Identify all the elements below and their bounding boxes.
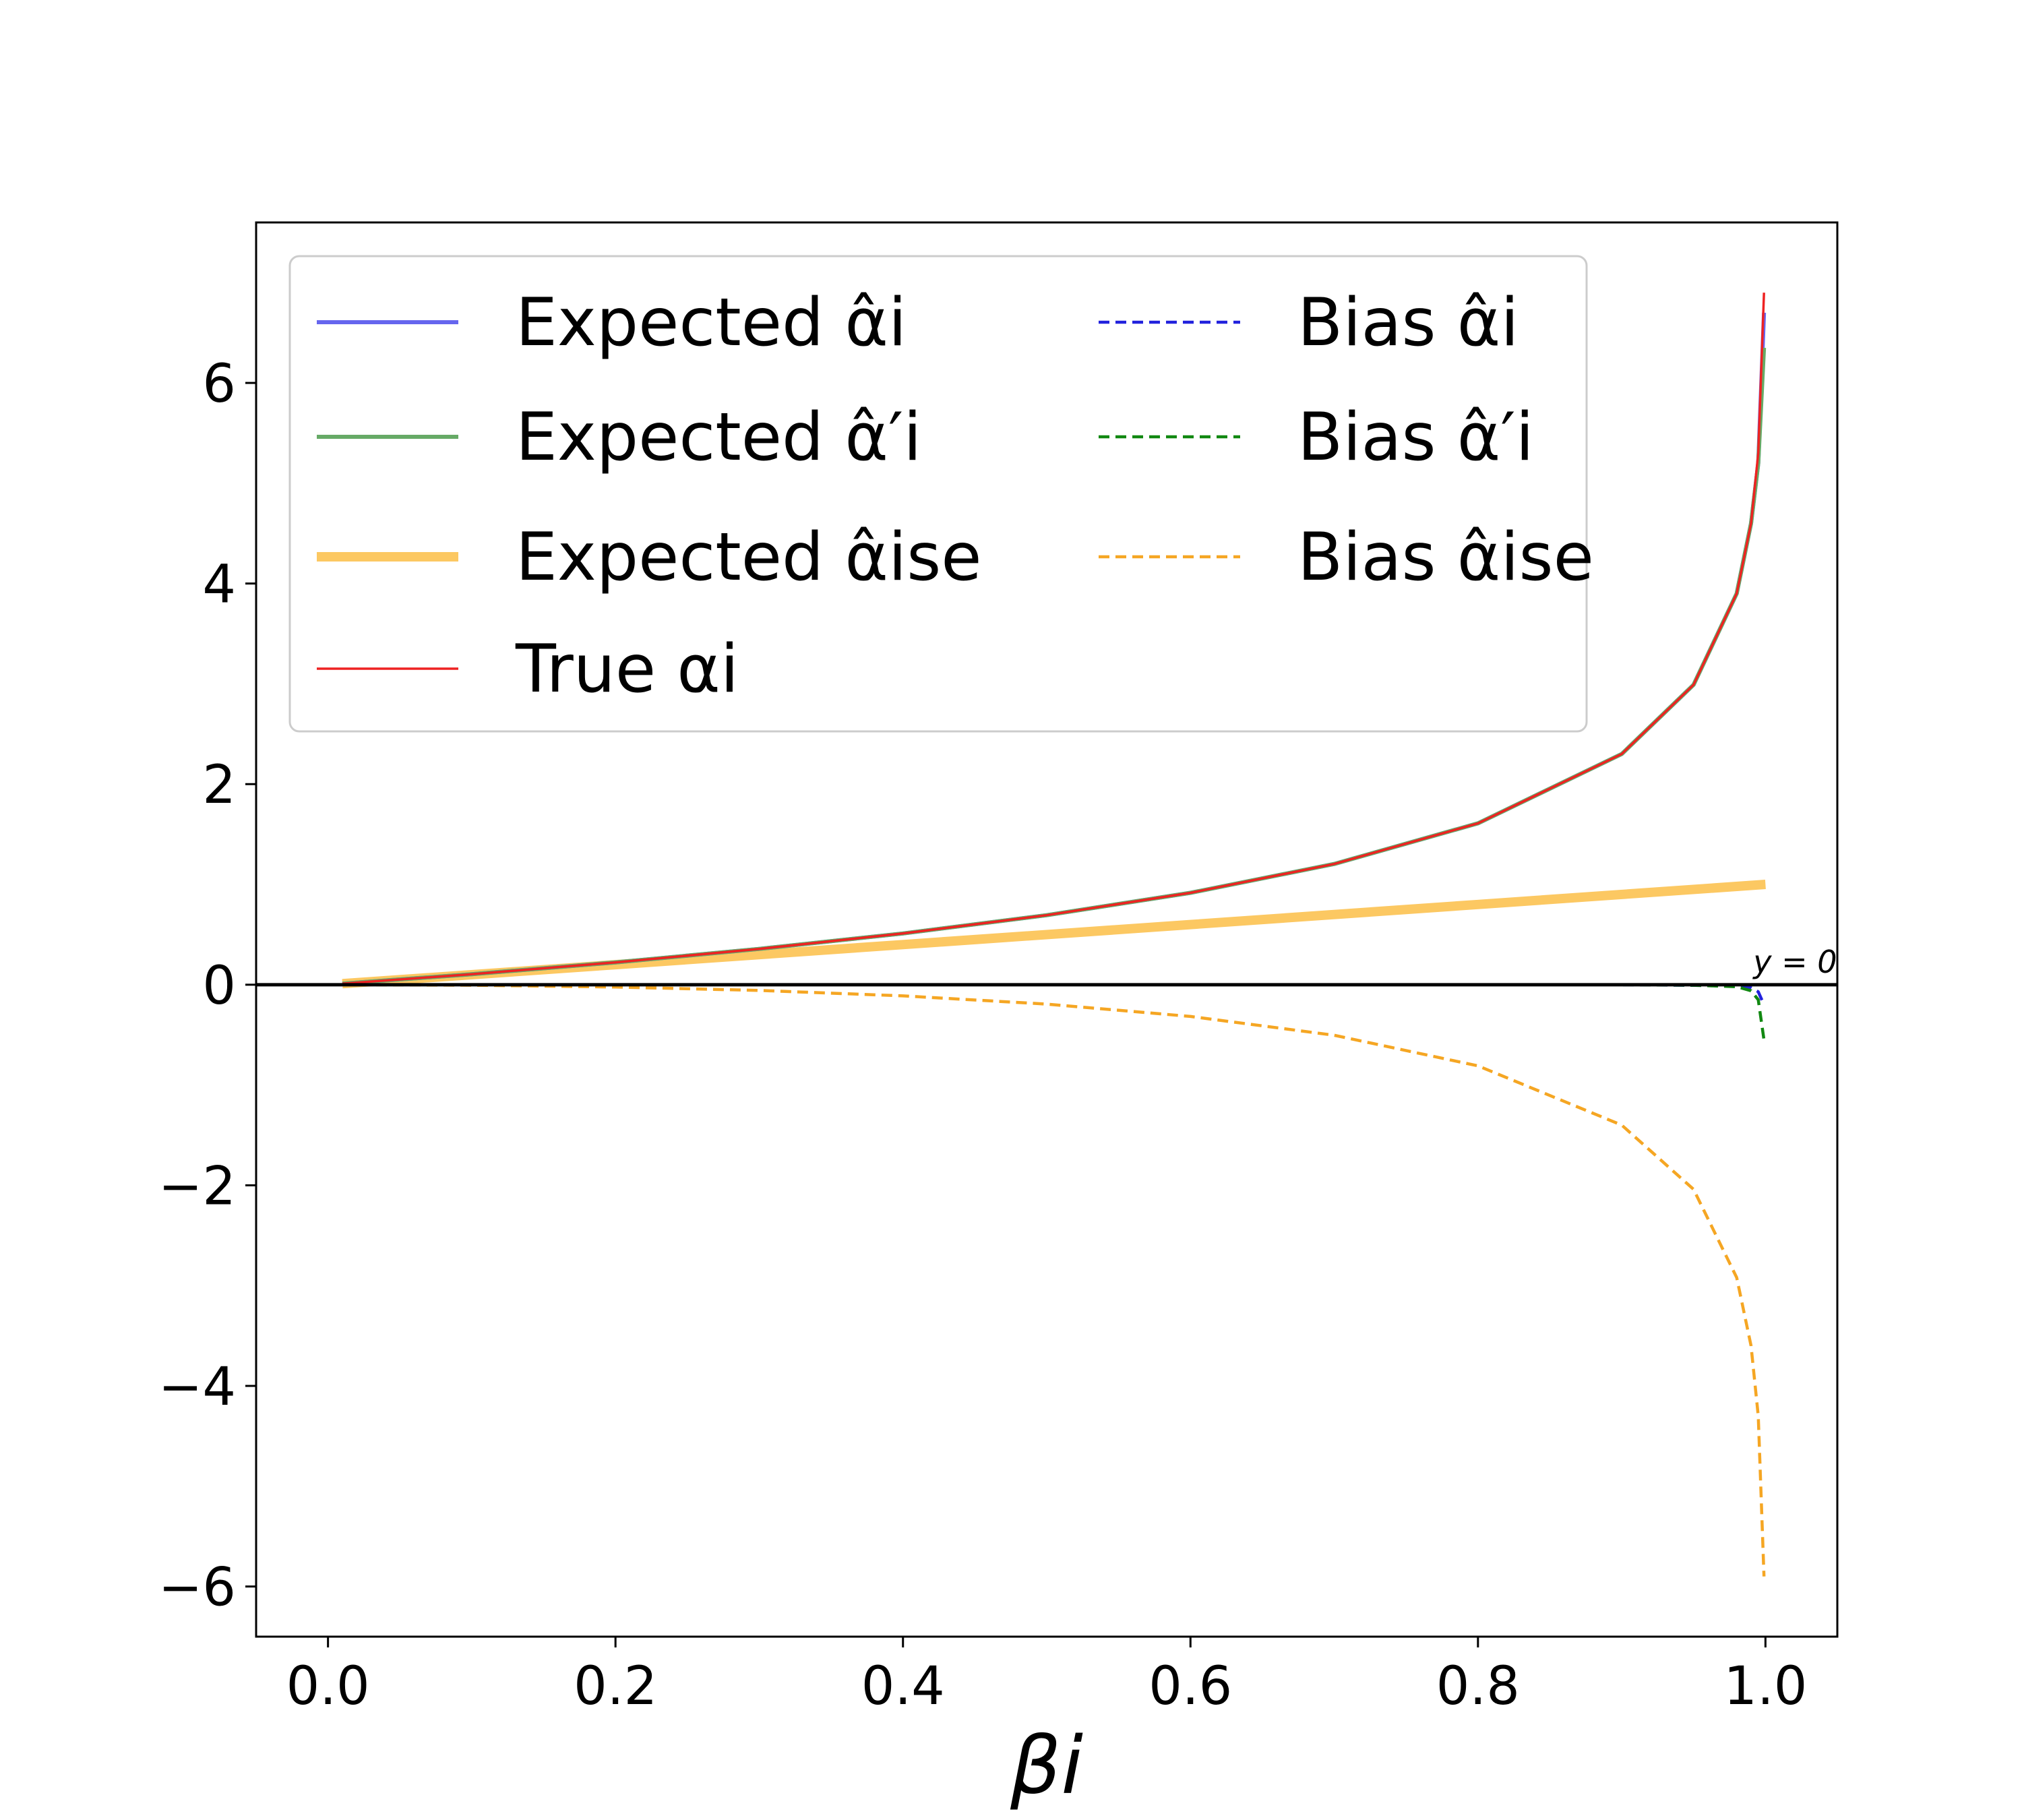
legend-label: True αi [515, 631, 739, 708]
reference-layer: y = 0 [256, 944, 1837, 987]
series-layer [342, 293, 1767, 1577]
y-axis: −6 −4 −2 0 2 4 6 [158, 354, 256, 1618]
legend-label: Expected α̂i [516, 284, 907, 361]
series-line-6 [342, 983, 1766, 1577]
y-tick-label: 2 [202, 755, 236, 816]
x-tick-label: 0.4 [861, 1656, 945, 1717]
y-tick-label: −2 [158, 1156, 236, 1217]
y-tick-label: 4 [202, 555, 236, 615]
x-axis-label: βi [1010, 1719, 1083, 1812]
y-tick-label: −6 [158, 1558, 236, 1618]
x-tick-label: 0.2 [574, 1656, 657, 1717]
legend: Expected α̂i Expected α̂′i Expected α̂ise T… [288, 255, 1594, 733]
legend-label: Bias α̂ise [1297, 519, 1594, 596]
series-line-4 [342, 983, 1766, 1006]
x-tick-label: 1.0 [1723, 1656, 1807, 1717]
zero-line-label: y = 0 [1752, 944, 1837, 980]
x-axis: 0.0 0.2 0.4 0.6 0.8 1.0 [286, 1637, 1807, 1717]
plot-frame [255, 221, 1839, 1638]
legend-label: Expected α̂ise [516, 519, 982, 596]
y-tick-label: −4 [158, 1357, 236, 1418]
x-tick-label: 0.6 [1148, 1656, 1232, 1717]
y-tick-label: 6 [202, 354, 236, 415]
x-tick-label: 0.0 [286, 1656, 370, 1717]
x-tick-label: 0.8 [1436, 1656, 1520, 1717]
series-line-3 [342, 293, 1765, 985]
legend-items: Expected α̂i Expected α̂′i Expected α̂ise T… [317, 284, 1594, 708]
y-tick-label: 0 [202, 956, 236, 1017]
legend-label: Expected α̂′i [516, 399, 921, 476]
legend-box [288, 255, 1588, 733]
legend-label: Bias α̂′i [1297, 399, 1534, 476]
legend-label: Bias α̂i [1297, 284, 1519, 361]
